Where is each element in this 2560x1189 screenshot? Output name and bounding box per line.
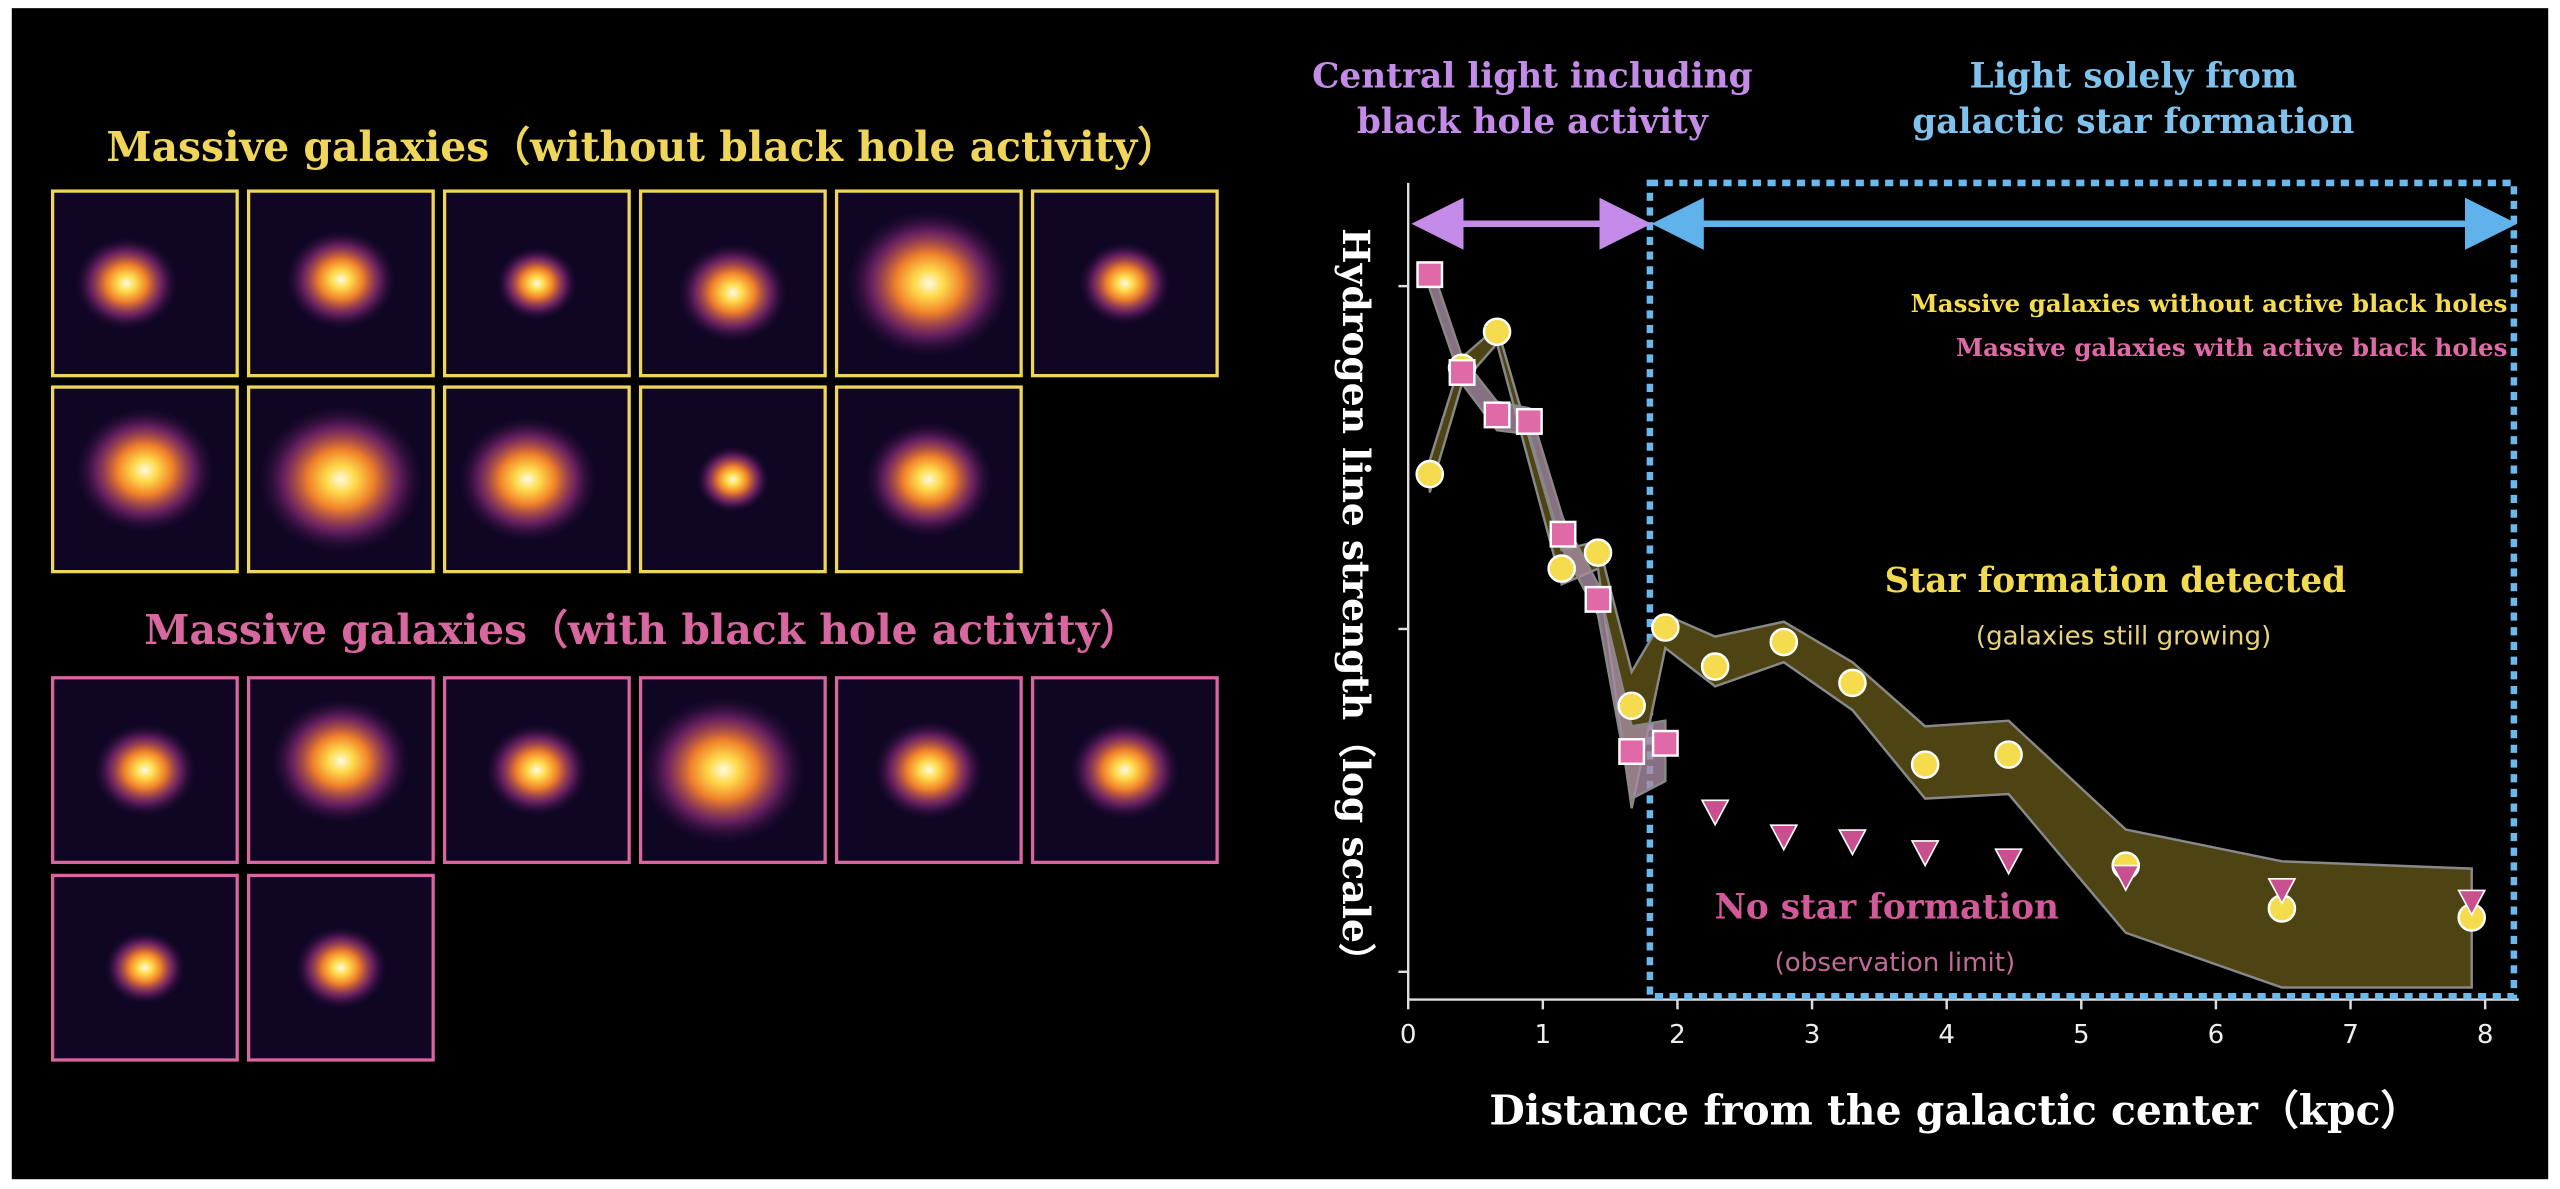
galaxy bbox=[873, 720, 985, 820]
galaxy bbox=[496, 246, 578, 320]
galaxy bbox=[1069, 720, 1181, 820]
thumbnail-frame bbox=[442, 676, 631, 864]
region-label: Central light including bbox=[1312, 56, 1752, 96]
x-tick-label: 3 bbox=[1804, 1020, 1821, 1050]
point bbox=[1584, 585, 1612, 613]
point bbox=[1448, 358, 1476, 386]
point bbox=[1651, 613, 1680, 642]
x-tick-label: 7 bbox=[2342, 1020, 2359, 1050]
galaxy bbox=[1078, 241, 1171, 325]
point bbox=[1483, 401, 1511, 429]
thumbnail-frame bbox=[442, 385, 631, 574]
thumbnail-frame bbox=[834, 676, 1023, 864]
point bbox=[1415, 459, 1445, 489]
galaxy bbox=[74, 407, 216, 534]
galaxy bbox=[93, 723, 197, 817]
region-label: black hole activity bbox=[1357, 102, 1709, 142]
thumbnail-frame bbox=[638, 676, 827, 864]
point bbox=[1617, 691, 1646, 721]
galaxy bbox=[104, 931, 186, 1005]
galaxy bbox=[485, 723, 589, 817]
point bbox=[1838, 668, 1867, 698]
thumbnail-frame bbox=[246, 676, 435, 864]
thumbnail-frame bbox=[638, 189, 827, 378]
region-label: Light solely from bbox=[1970, 56, 2298, 96]
thumbnail-frame bbox=[50, 676, 239, 864]
thumbnail-frame bbox=[834, 385, 1023, 574]
panel-title: Massive galaxies（without black hole acti… bbox=[106, 123, 1178, 171]
point bbox=[1549, 520, 1577, 548]
galaxy bbox=[845, 208, 1012, 359]
upper-limit bbox=[2457, 889, 2487, 917]
x-tick-label: 5 bbox=[2073, 1020, 2090, 1050]
annotation: (galaxies still growing) bbox=[1976, 621, 2271, 651]
point bbox=[1482, 317, 1512, 347]
galaxy bbox=[74, 236, 179, 330]
point bbox=[1651, 729, 1679, 757]
upper-limit bbox=[1838, 829, 1867, 857]
thumbnail-frame bbox=[246, 189, 435, 378]
thumbnail-frame bbox=[442, 189, 631, 378]
point bbox=[1618, 738, 1646, 766]
upper-limit bbox=[2267, 877, 2297, 905]
upper-limit bbox=[1994, 848, 2024, 876]
galaxy bbox=[677, 242, 789, 343]
y-axis-label: Hydrogen line strength（log scale） bbox=[1334, 228, 1378, 980]
x-tick-label: 2 bbox=[1669, 1020, 1686, 1050]
x-tick-label: 8 bbox=[2477, 1020, 2494, 1050]
legend-entry: Massive galaxies with active black holes bbox=[1956, 333, 2507, 362]
galaxy bbox=[457, 416, 598, 543]
point bbox=[1910, 750, 1940, 779]
galaxy bbox=[640, 695, 807, 845]
thumbnail-frame bbox=[1030, 189, 1219, 378]
upper-limit bbox=[1700, 799, 1730, 827]
annotation: (observation limit) bbox=[1775, 948, 2016, 978]
x-tick-label: 6 bbox=[2208, 1020, 2225, 1050]
thumbnail-frame bbox=[50, 385, 239, 574]
annotation: No star formation bbox=[1715, 888, 2059, 928]
point bbox=[1416, 261, 1444, 289]
thumbnail-frame bbox=[1030, 676, 1219, 864]
point bbox=[1515, 407, 1543, 435]
upper-limit bbox=[1910, 840, 1940, 868]
point bbox=[1994, 740, 2023, 769]
point bbox=[1700, 652, 1730, 681]
galaxy bbox=[695, 446, 770, 513]
band bbox=[1428, 324, 2473, 989]
thumbnail-frame bbox=[50, 189, 239, 378]
annotation: Star formation detected bbox=[1885, 561, 2346, 601]
panel-title: Massive galaxies（with black hole activit… bbox=[144, 606, 1140, 654]
x-axis-label: Distance from the galactic center（kpc） bbox=[1489, 1086, 2421, 1134]
thumbnail-frame bbox=[246, 873, 435, 1062]
thumbnail-frame bbox=[246, 385, 435, 574]
region-box bbox=[1646, 179, 2518, 1000]
galaxy bbox=[257, 404, 424, 555]
x-tick-label: 1 bbox=[1535, 1020, 1552, 1050]
region-label: galactic star formation bbox=[1912, 102, 2354, 142]
point bbox=[1583, 538, 1613, 567]
upper-limit bbox=[2111, 864, 2141, 892]
x-tick-label: 0 bbox=[1400, 1020, 1417, 1050]
x-tick-label: 4 bbox=[1938, 1020, 1955, 1050]
thumbnail-frame bbox=[638, 385, 827, 574]
point bbox=[1547, 554, 1576, 583]
legend-entry: Massive galaxies without active black ho… bbox=[1911, 289, 2508, 318]
galaxy bbox=[864, 421, 994, 538]
galaxy bbox=[270, 697, 412, 824]
point bbox=[1769, 627, 1799, 657]
galaxy bbox=[285, 229, 397, 330]
galaxy bbox=[294, 926, 388, 1010]
thumbnail-frame bbox=[50, 873, 239, 1062]
thumbnail-frame bbox=[834, 189, 1023, 378]
upper-limit bbox=[1769, 824, 1799, 852]
